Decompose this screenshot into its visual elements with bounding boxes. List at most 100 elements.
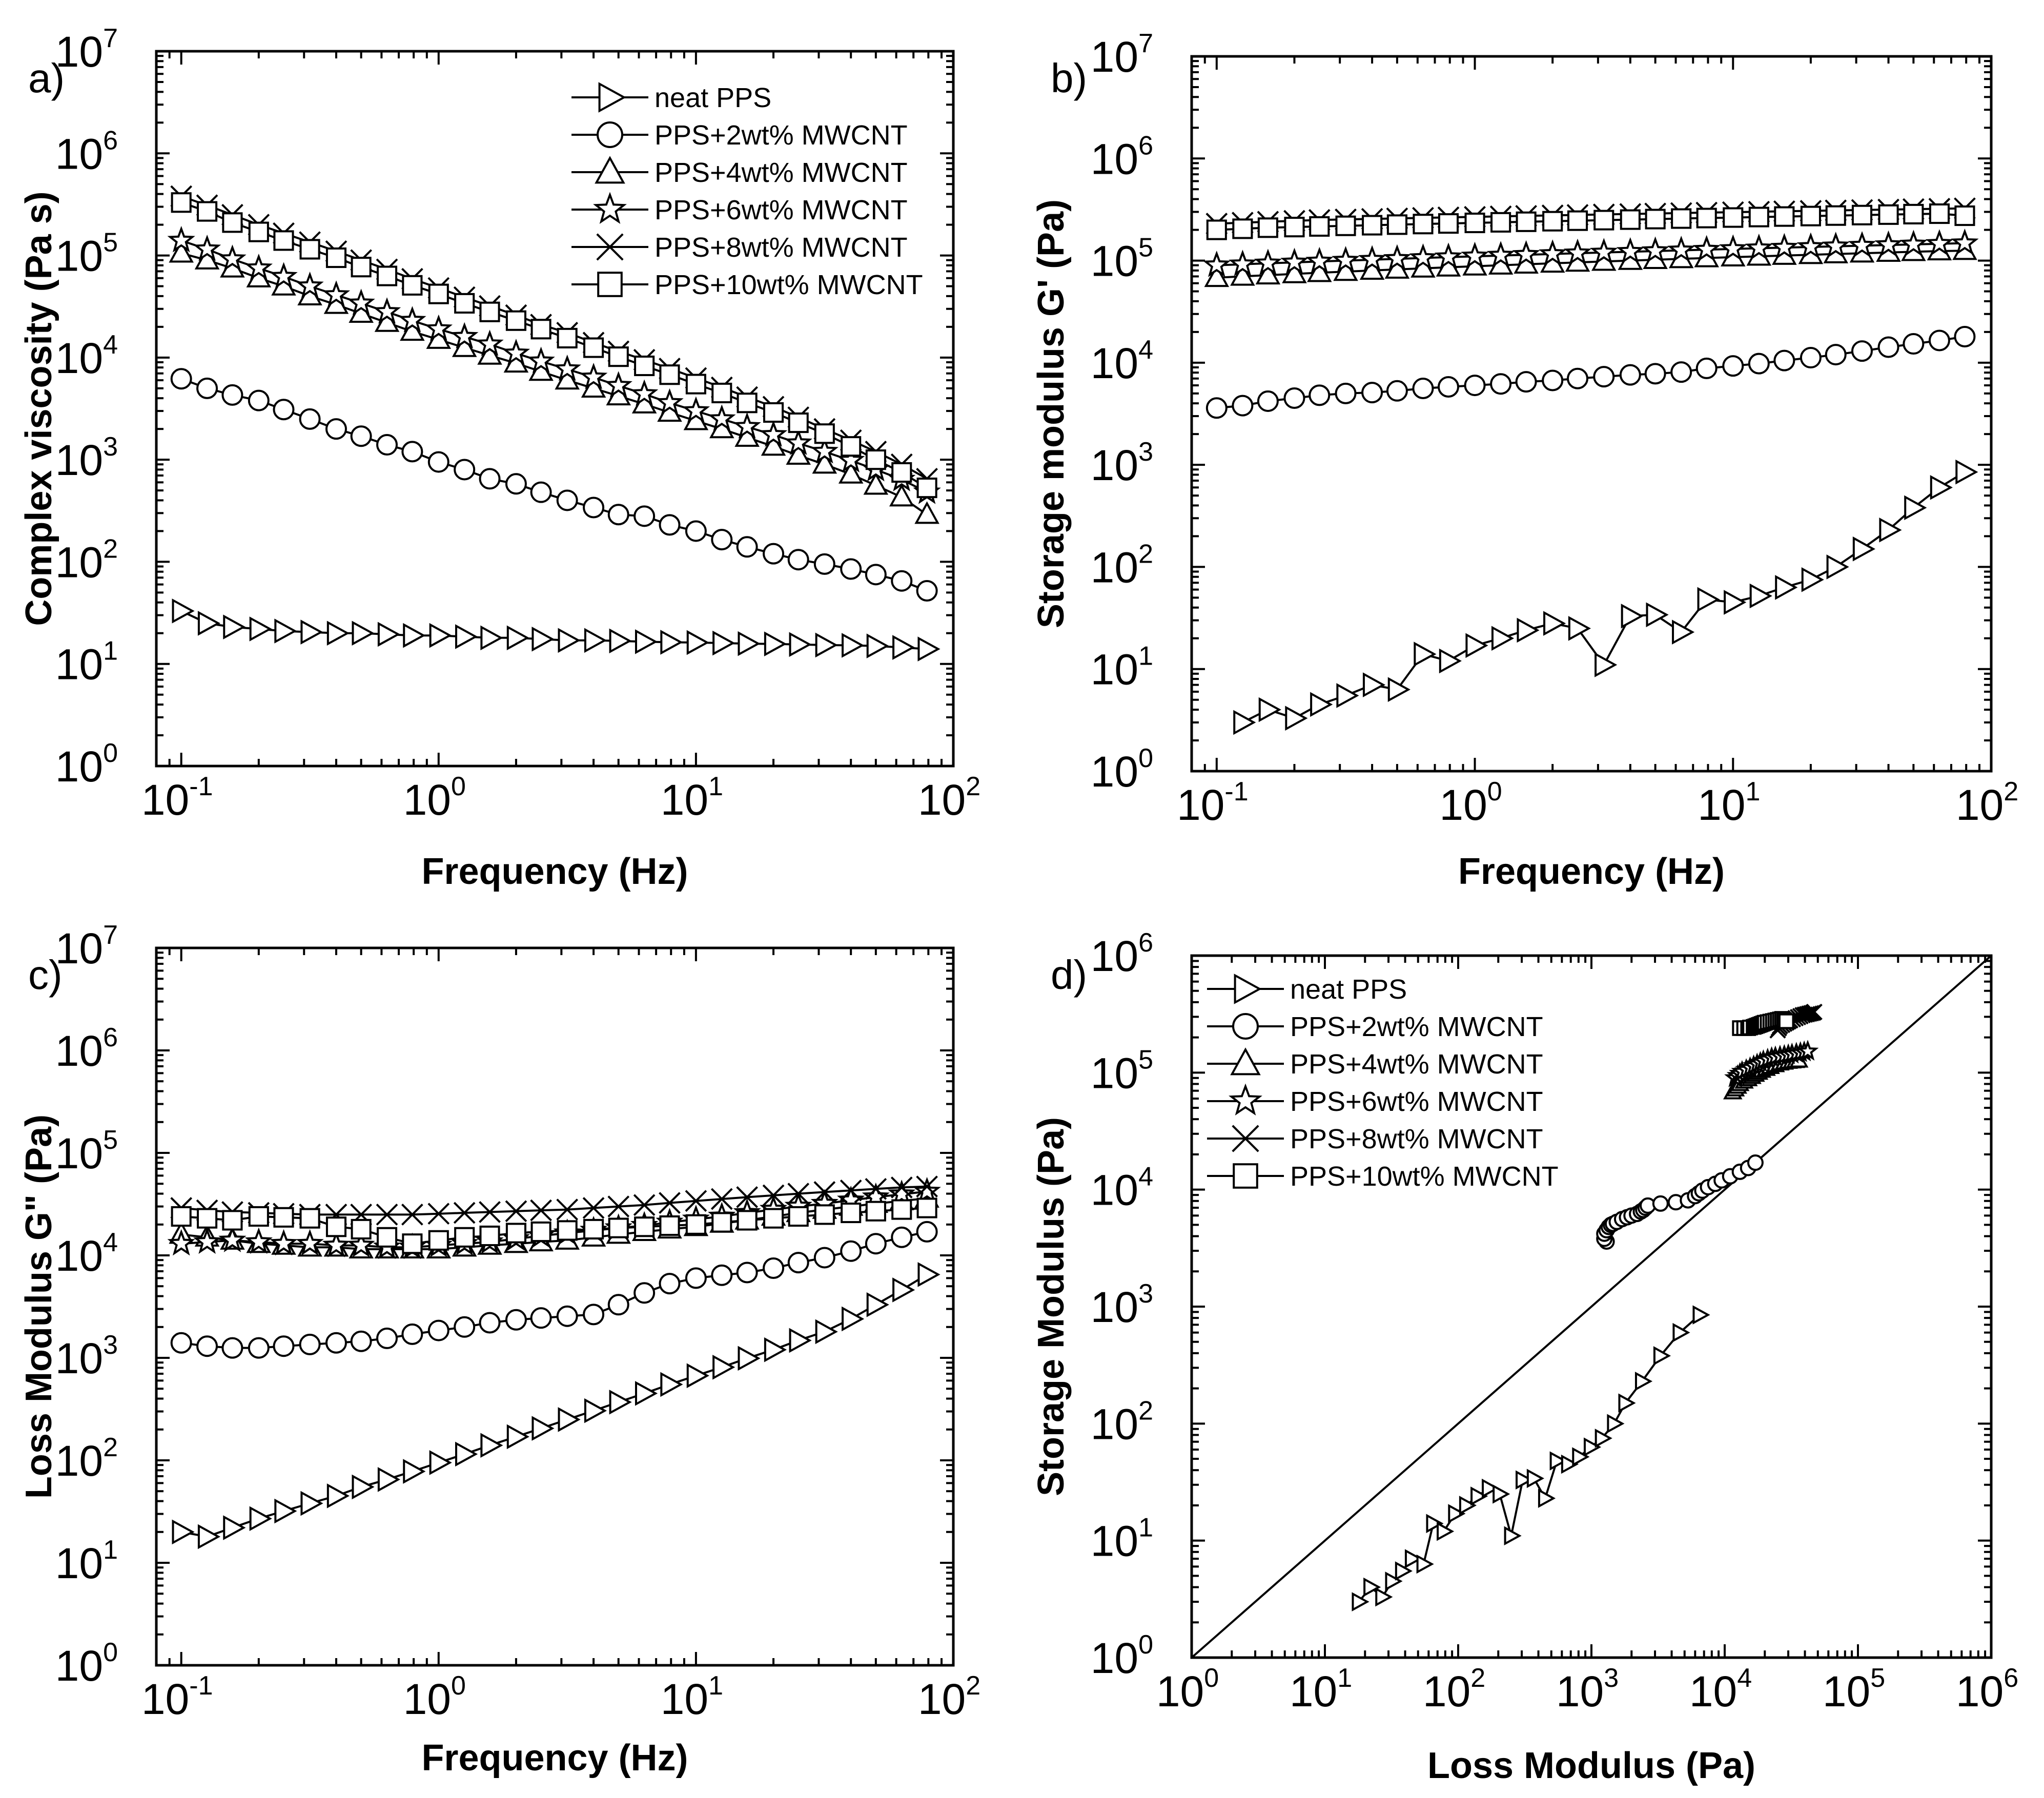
- y-tick-label: 104: [55, 1228, 118, 1280]
- data-point: [274, 618, 297, 644]
- data-point: [917, 636, 941, 662]
- data-point: [842, 1306, 865, 1332]
- data-point: [222, 1210, 243, 1231]
- data-point: [633, 505, 656, 527]
- data-point: [1616, 237, 1644, 264]
- data-point: [1493, 1484, 1510, 1504]
- series-triangle-right: [1352, 1305, 1710, 1611]
- data-point: [813, 553, 835, 575]
- x-axis-title: Frequency (Hz): [421, 851, 688, 892]
- data-point: [1549, 1451, 1567, 1471]
- y-tick-label: 106: [1091, 131, 1153, 183]
- data-point: [402, 275, 423, 296]
- y-tick-label: 101: [55, 636, 118, 689]
- series-circle: [170, 1221, 938, 1359]
- data-point: [1722, 355, 1744, 377]
- data-point: [738, 1346, 761, 1371]
- data-point: [530, 1221, 551, 1242]
- y-tick-label: 102: [55, 1433, 118, 1485]
- data-point: [1803, 1005, 1820, 1022]
- data-point: [401, 1204, 423, 1226]
- y-tick-label: 105: [55, 228, 118, 280]
- data-point: [630, 379, 659, 406]
- series-triangle-right: [1233, 459, 1978, 735]
- y-axis-title: Storage modulus G' (Pa): [1031, 199, 1072, 628]
- data-point: [891, 570, 913, 592]
- y-tick-label: 102: [55, 534, 118, 586]
- data-point: [583, 337, 604, 358]
- data-point: [604, 371, 632, 398]
- x-tick-label: 101: [661, 1671, 723, 1723]
- series-circle: [170, 368, 938, 602]
- data-point: [711, 1212, 732, 1233]
- data-point: [530, 319, 551, 340]
- data-point: [1335, 215, 1356, 236]
- data-point: [1568, 616, 1591, 641]
- data-point: [1283, 387, 1305, 409]
- data-point: [712, 1355, 735, 1380]
- data-point: [892, 1277, 915, 1303]
- y-tick-label: 107: [55, 24, 118, 76]
- data-point: [916, 1221, 938, 1243]
- data-point: [1413, 214, 1434, 235]
- data-point: [401, 1323, 423, 1345]
- data-point: [842, 633, 865, 658]
- data-point: [866, 633, 889, 658]
- data-point: [377, 622, 401, 647]
- data-point: [1951, 229, 1979, 255]
- data-point: [1230, 263, 1255, 286]
- data-point: [1563, 238, 1592, 265]
- legend-label: PPS+2wt% MWCNT: [1290, 1011, 1543, 1042]
- data-point: [1309, 216, 1330, 237]
- x-tick-label: 104: [1689, 1663, 1752, 1716]
- data-point: [248, 1337, 270, 1359]
- data-point: [634, 355, 655, 377]
- legend-marker: [598, 82, 626, 113]
- data-point: [455, 1441, 478, 1467]
- data-point: [429, 1450, 452, 1475]
- data-point: [1504, 1526, 1522, 1545]
- data-point: [1567, 210, 1588, 231]
- data-point: [582, 1197, 605, 1219]
- data-point: [506, 1424, 529, 1450]
- data-point: [244, 1227, 273, 1254]
- series-circle: [1596, 1154, 1764, 1250]
- data-point: [273, 230, 294, 251]
- data-point: [221, 384, 243, 406]
- data-point: [1448, 1504, 1466, 1523]
- y-tick-label: 104: [55, 330, 118, 382]
- data-point: [1719, 234, 1747, 261]
- y-tick-label: 102: [1091, 539, 1153, 591]
- data-point: [660, 1372, 683, 1397]
- data-point: [813, 1181, 836, 1203]
- data-point: [454, 293, 475, 314]
- legend-marker: [596, 233, 624, 261]
- data-point: [553, 354, 581, 381]
- data-point: [659, 364, 680, 385]
- data-point: [1773, 349, 1795, 371]
- data-point: [1929, 203, 1950, 224]
- data-point: [1491, 626, 1515, 651]
- data-point: [584, 1398, 607, 1423]
- data-point: [1412, 378, 1434, 400]
- data-point: [1205, 397, 1228, 419]
- data-point: [1512, 240, 1540, 267]
- x-tick-label: 10-1: [1177, 777, 1249, 829]
- data-point: [351, 257, 372, 278]
- data-point: [480, 1433, 503, 1458]
- data-point: [787, 1183, 810, 1205]
- legend: neat PPS PPS+2wt% MWCNT PPS+4wt% MWCNT PPS+…: [571, 82, 923, 300]
- data-point: [222, 212, 243, 233]
- data-point: [608, 1217, 629, 1238]
- plot-frame: [155, 946, 955, 1667]
- data-point: [1653, 1346, 1671, 1366]
- data-point: [1257, 217, 1278, 238]
- data-point: [299, 1208, 320, 1229]
- data-point: [1363, 1577, 1381, 1597]
- data-point: [788, 412, 809, 433]
- data-point: [1851, 340, 1873, 362]
- data-point: [917, 1262, 941, 1287]
- data-point: [476, 329, 504, 356]
- data-point: [865, 449, 886, 470]
- x-tick-label: 102: [918, 772, 980, 824]
